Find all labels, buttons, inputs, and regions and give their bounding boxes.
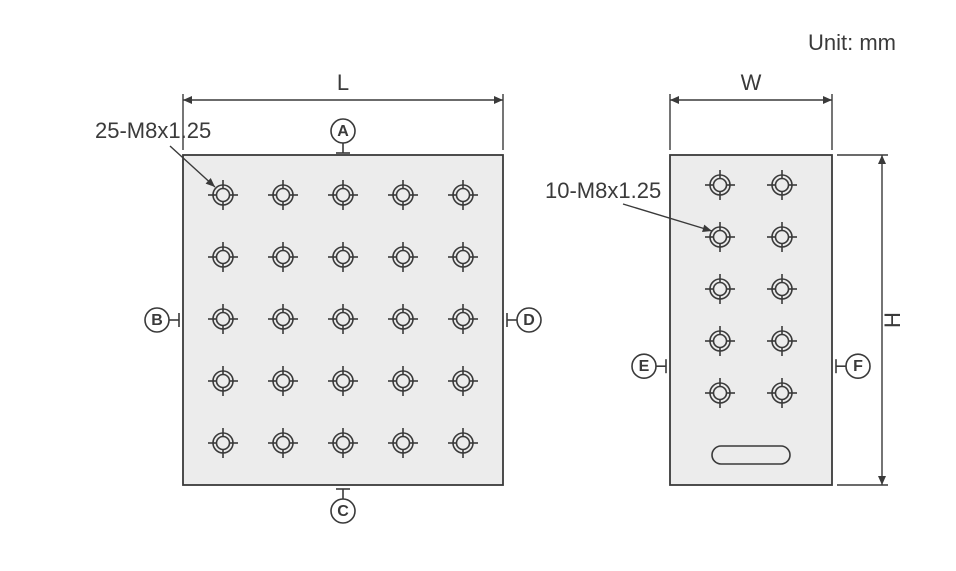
- plate: [670, 155, 832, 485]
- svg-text:B: B: [151, 312, 163, 329]
- unit-label: Unit: mm: [808, 30, 896, 56]
- svg-text:W: W: [741, 70, 762, 95]
- svg-text:H: H: [880, 312, 905, 328]
- right-hole-callout: 10-M8x1.25: [545, 178, 661, 203]
- svg-text:L: L: [337, 70, 349, 95]
- left-hole-callout: 25-M8x1.25: [95, 118, 211, 143]
- svg-text:C: C: [337, 503, 349, 520]
- svg-text:D: D: [523, 312, 535, 329]
- svg-text:E: E: [639, 358, 650, 375]
- svg-text:F: F: [853, 358, 863, 375]
- svg-text:A: A: [337, 123, 349, 140]
- plate: [183, 155, 503, 485]
- drawing-canvas: L A B C D 25-M8x1.25 W H E F 10-M8x1.25: [0, 0, 956, 566]
